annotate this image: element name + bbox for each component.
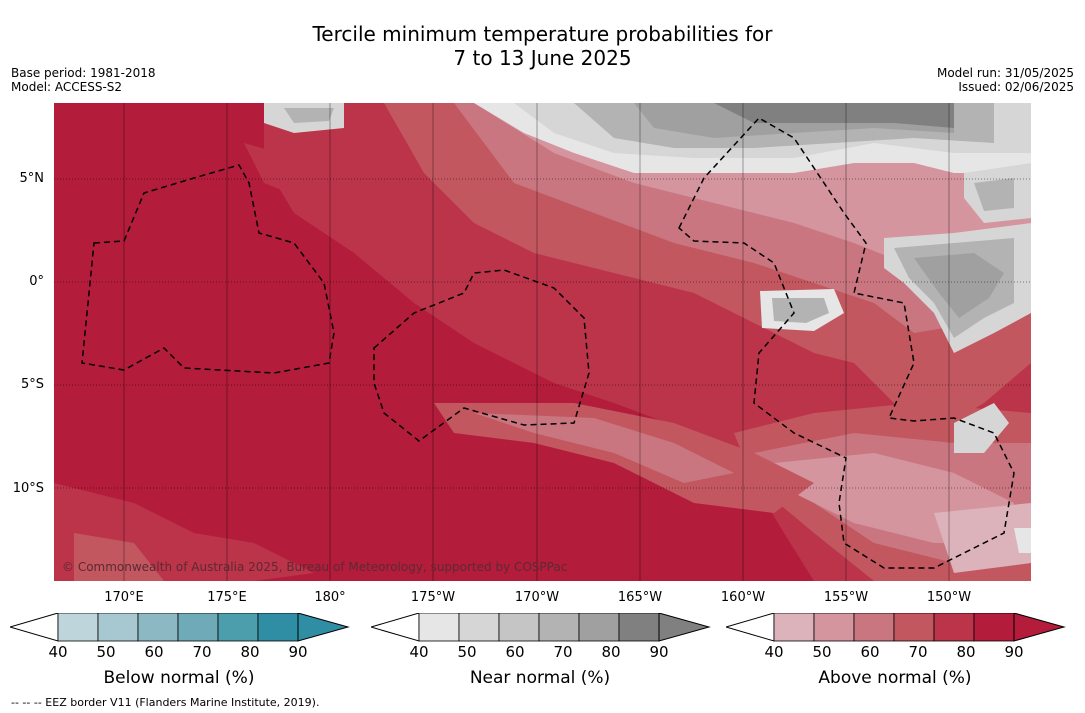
probability-map bbox=[54, 103, 1031, 581]
colorbar-below-title: Below normal (%) bbox=[103, 668, 255, 688]
colorbar-swatch bbox=[813, 613, 855, 642]
colorbar-tick-label: 90 bbox=[649, 643, 669, 661]
model-run: Model run: 31/05/2025 bbox=[936, 66, 1074, 80]
colorbar-tick-label: 70 bbox=[553, 643, 573, 661]
lon-label-160w: 160°W bbox=[720, 590, 766, 605]
lat-label-5s: 5°S bbox=[20, 377, 44, 392]
map-graphic bbox=[54, 103, 1031, 581]
eez-legend-note: -- -- -- EEZ border V11 (Flanders Marine… bbox=[11, 696, 320, 709]
colorbar-swatch bbox=[893, 613, 935, 642]
title-line-2: 7 to 13 June 2025 bbox=[453, 46, 632, 70]
colorbar-swatch bbox=[418, 613, 460, 642]
colorbar-tick-label: 90 bbox=[288, 643, 308, 661]
colorbar-tick-label: 80 bbox=[240, 643, 260, 661]
colorbar-swatch bbox=[578, 613, 620, 642]
colorbar-swatch bbox=[57, 613, 99, 642]
lon-label-170w: 170°W bbox=[514, 590, 560, 605]
colorbar-tick-label: 80 bbox=[601, 643, 621, 661]
lon-label-175e: 175°E bbox=[207, 590, 247, 605]
colorbar-near-normal bbox=[371, 613, 711, 642]
map-title: Tercile minimum temperature probabilitie… bbox=[0, 22, 1085, 70]
colorbar-tick-label: 70 bbox=[908, 643, 928, 661]
colorbar-above-title: Above normal (%) bbox=[818, 668, 972, 688]
colorbar-tick-label: 50 bbox=[812, 643, 832, 661]
lat-label-0: 0° bbox=[29, 274, 44, 289]
lon-label-150w: 150°W bbox=[926, 590, 972, 605]
issued-date: Issued: 02/06/2025 bbox=[958, 80, 1074, 94]
colorbar-swatch bbox=[97, 613, 139, 642]
colorbar-below-swatches bbox=[57, 613, 299, 642]
lon-label-175w: 175°W bbox=[410, 590, 456, 605]
lon-label-155w: 155°W bbox=[823, 590, 869, 605]
lon-label-180: 180° bbox=[314, 590, 346, 605]
colorbar-above-normal bbox=[726, 613, 1066, 642]
colorbar-swatch bbox=[538, 613, 580, 642]
colorbar-swatch bbox=[137, 613, 179, 642]
colorbar-swatch bbox=[217, 613, 259, 642]
colorbar-swatch bbox=[177, 613, 219, 642]
colorbar-swatch bbox=[498, 613, 540, 642]
colorbar-below-normal bbox=[10, 613, 350, 642]
colorbar-swatch bbox=[933, 613, 975, 642]
colorbar-tick-label: 50 bbox=[457, 643, 477, 661]
colorbar-tick-label: 60 bbox=[860, 643, 880, 661]
colorbar-tick-label: 70 bbox=[192, 643, 212, 661]
colorbar-tick-label: 80 bbox=[956, 643, 976, 661]
colorbar-near-title: Near normal (%) bbox=[469, 668, 611, 688]
colorbar-swatch bbox=[853, 613, 895, 642]
colorbar-swatch bbox=[973, 613, 1015, 642]
colorbar-tick-label: 60 bbox=[144, 643, 164, 661]
colorbar-above-swatches bbox=[773, 613, 1015, 642]
lat-label-5n: 5°N bbox=[19, 171, 45, 186]
colorbar-swatch bbox=[257, 613, 299, 642]
colorbar-tick-label: 50 bbox=[96, 643, 116, 661]
colorbar-swatch bbox=[458, 613, 500, 642]
base-period: Base period: 1981-2018 bbox=[11, 66, 156, 80]
model-name: Model: ACCESS-S2 bbox=[11, 80, 123, 94]
colorbar-tick-label: 40 bbox=[764, 643, 784, 661]
colorbar-near-swatches bbox=[418, 613, 660, 642]
colorbar-tick-label: 40 bbox=[409, 643, 429, 661]
title-line-1: Tercile minimum temperature probabilitie… bbox=[312, 22, 773, 46]
colorbar-tick-label: 40 bbox=[48, 643, 68, 661]
lat-label-10s: 10°S bbox=[12, 481, 44, 496]
lon-label-170e: 170°E bbox=[104, 590, 144, 605]
lon-label-165w: 165°W bbox=[617, 590, 663, 605]
copyright-note: © Commonwealth of Australia 2025, Bureau… bbox=[62, 560, 568, 574]
meta-right: Model run: 31/05/2025 Issued: 02/06/2025 bbox=[937, 66, 1074, 94]
colorbar-swatch bbox=[773, 613, 815, 642]
colorbar-tick-label: 90 bbox=[1004, 643, 1024, 661]
colorbar-tick-label: 60 bbox=[505, 643, 525, 661]
meta-left: Base period: 1981-2018 Model: ACCESS-S2 bbox=[11, 66, 156, 94]
colorbar-swatch bbox=[618, 613, 660, 642]
